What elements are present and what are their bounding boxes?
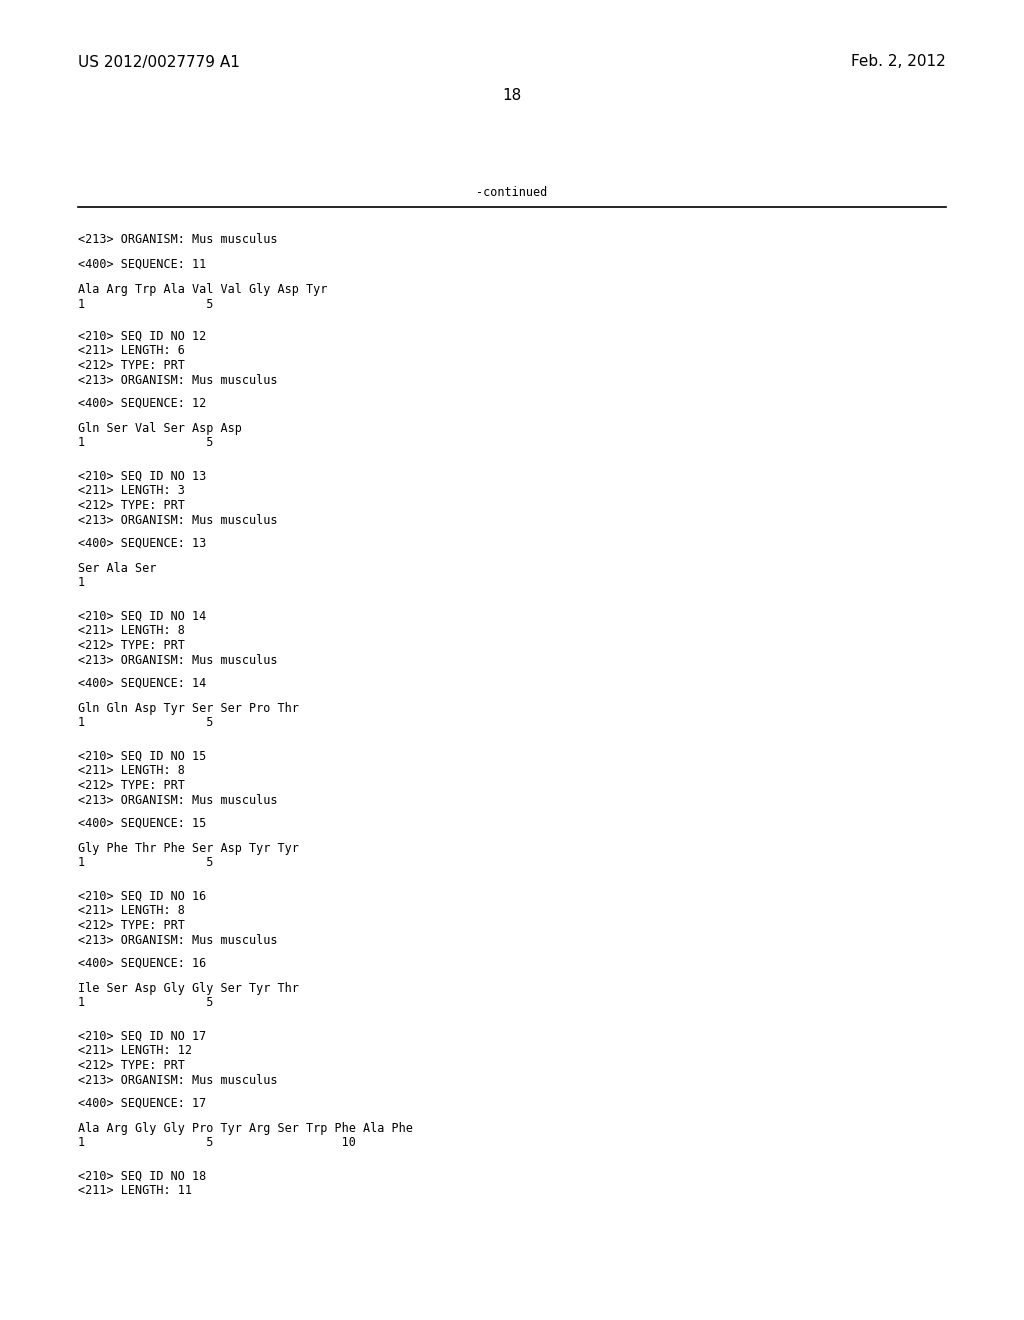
Text: <210> SEQ ID NO 14: <210> SEQ ID NO 14 [78, 610, 206, 623]
Text: Gln Ser Val Ser Asp Asp: Gln Ser Val Ser Asp Asp [78, 422, 242, 436]
Text: -continued: -continued [476, 186, 548, 199]
Text: <212> TYPE: PRT: <212> TYPE: PRT [78, 779, 185, 792]
Text: <211> LENGTH: 8: <211> LENGTH: 8 [78, 904, 185, 917]
Text: <210> SEQ ID NO 15: <210> SEQ ID NO 15 [78, 750, 206, 763]
Text: <400> SEQUENCE: 15: <400> SEQUENCE: 15 [78, 817, 206, 830]
Text: <210> SEQ ID NO 17: <210> SEQ ID NO 17 [78, 1030, 206, 1043]
Text: <212> TYPE: PRT: <212> TYPE: PRT [78, 1059, 185, 1072]
Text: <210> SEQ ID NO 13: <210> SEQ ID NO 13 [78, 470, 206, 483]
Text: US 2012/0027779 A1: US 2012/0027779 A1 [78, 54, 240, 70]
Text: <211> LENGTH: 11: <211> LENGTH: 11 [78, 1184, 193, 1197]
Text: <211> LENGTH: 12: <211> LENGTH: 12 [78, 1044, 193, 1057]
Text: 1: 1 [78, 577, 85, 590]
Text: 1                 5: 1 5 [78, 437, 213, 450]
Text: 1                 5: 1 5 [78, 857, 213, 870]
Text: <211> LENGTH: 8: <211> LENGTH: 8 [78, 764, 185, 777]
Text: <211> LENGTH: 3: <211> LENGTH: 3 [78, 484, 185, 498]
Text: Gln Gln Asp Tyr Ser Ser Pro Thr: Gln Gln Asp Tyr Ser Ser Pro Thr [78, 702, 299, 715]
Text: <400> SEQUENCE: 11: <400> SEQUENCE: 11 [78, 257, 206, 271]
Text: <213> ORGANISM: Mus musculus: <213> ORGANISM: Mus musculus [78, 933, 278, 946]
Text: <210> SEQ ID NO 12: <210> SEQ ID NO 12 [78, 330, 206, 343]
Text: <213> ORGANISM: Mus musculus: <213> ORGANISM: Mus musculus [78, 513, 278, 527]
Text: <400> SEQUENCE: 14: <400> SEQUENCE: 14 [78, 677, 206, 690]
Text: Ala Arg Trp Ala Val Val Gly Asp Tyr: Ala Arg Trp Ala Val Val Gly Asp Tyr [78, 282, 328, 296]
Text: <213> ORGANISM: Mus musculus: <213> ORGANISM: Mus musculus [78, 653, 278, 667]
Text: Ala Arg Gly Gly Pro Tyr Arg Ser Trp Phe Ala Phe: Ala Arg Gly Gly Pro Tyr Arg Ser Trp Phe … [78, 1122, 413, 1135]
Text: <212> TYPE: PRT: <212> TYPE: PRT [78, 639, 185, 652]
Text: <212> TYPE: PRT: <212> TYPE: PRT [78, 919, 185, 932]
Text: 1                 5: 1 5 [78, 997, 213, 1010]
Text: <210> SEQ ID NO 16: <210> SEQ ID NO 16 [78, 890, 206, 903]
Text: Ser Ala Ser: Ser Ala Ser [78, 562, 157, 576]
Text: <213> ORGANISM: Mus musculus: <213> ORGANISM: Mus musculus [78, 234, 278, 246]
Text: Feb. 2, 2012: Feb. 2, 2012 [851, 54, 946, 70]
Text: <211> LENGTH: 8: <211> LENGTH: 8 [78, 624, 185, 638]
Text: <212> TYPE: PRT: <212> TYPE: PRT [78, 359, 185, 372]
Text: 1                 5: 1 5 [78, 717, 213, 730]
Text: <212> TYPE: PRT: <212> TYPE: PRT [78, 499, 185, 512]
Text: 1                 5                  10: 1 5 10 [78, 1137, 356, 1150]
Text: <400> SEQUENCE: 16: <400> SEQUENCE: 16 [78, 957, 206, 970]
Text: <211> LENGTH: 6: <211> LENGTH: 6 [78, 345, 185, 358]
Text: Ile Ser Asp Gly Gly Ser Tyr Thr: Ile Ser Asp Gly Gly Ser Tyr Thr [78, 982, 299, 995]
Text: <213> ORGANISM: Mus musculus: <213> ORGANISM: Mus musculus [78, 1073, 278, 1086]
Text: <400> SEQUENCE: 17: <400> SEQUENCE: 17 [78, 1097, 206, 1110]
Text: <213> ORGANISM: Mus musculus: <213> ORGANISM: Mus musculus [78, 793, 278, 807]
Text: <400> SEQUENCE: 12: <400> SEQUENCE: 12 [78, 397, 206, 411]
Text: <213> ORGANISM: Mus musculus: <213> ORGANISM: Mus musculus [78, 374, 278, 387]
Text: Gly Phe Thr Phe Ser Asp Tyr Tyr: Gly Phe Thr Phe Ser Asp Tyr Tyr [78, 842, 299, 855]
Text: <400> SEQUENCE: 13: <400> SEQUENCE: 13 [78, 537, 206, 550]
Text: 18: 18 [503, 87, 521, 103]
Text: <210> SEQ ID NO 18: <210> SEQ ID NO 18 [78, 1170, 206, 1183]
Text: 1                 5: 1 5 [78, 297, 213, 310]
